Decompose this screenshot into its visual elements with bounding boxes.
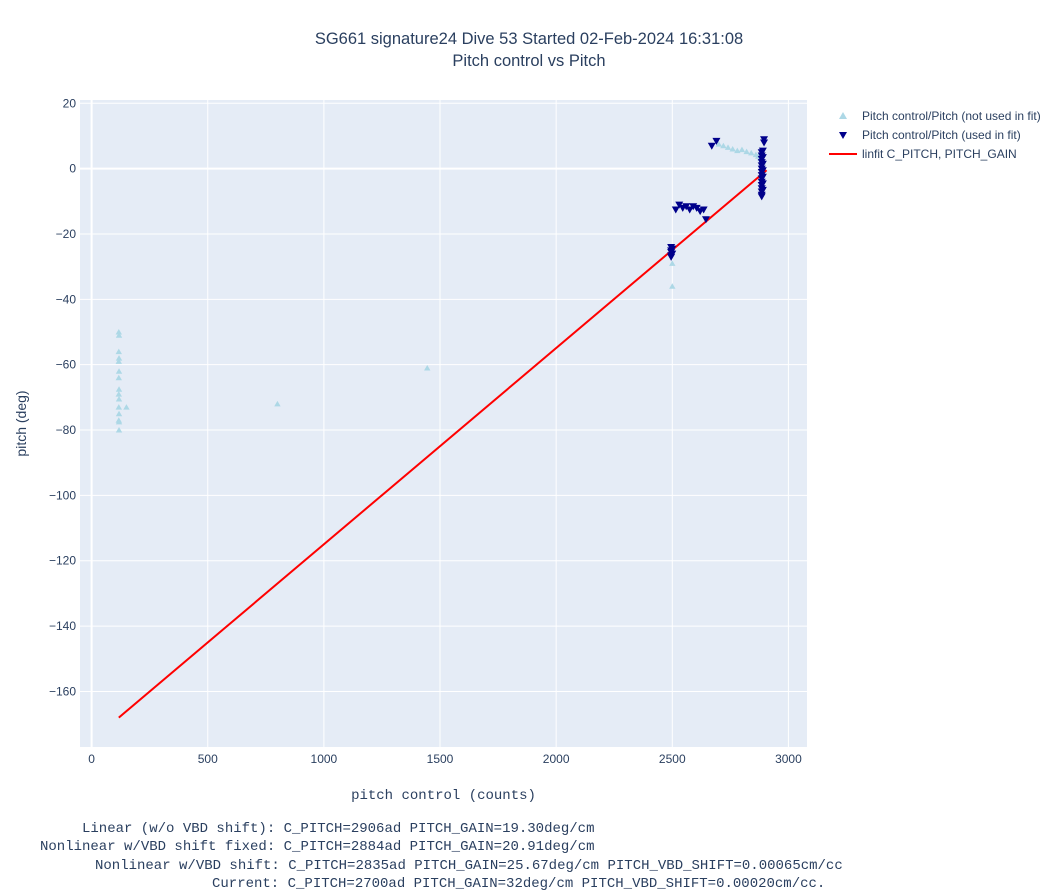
triangle-down-icon: [826, 128, 860, 142]
chart-title-line-1: SG661 signature24 Dive 53 Started 02-Feb…: [314, 30, 744, 48]
linfit-line: [118, 169, 768, 719]
x-tick-label: 1500: [427, 752, 454, 766]
data-point-not-used: [743, 148, 750, 155]
data-point-not-used: [115, 410, 123, 417]
data-point-used: [760, 139, 769, 147]
x-tick-label: 500: [198, 752, 218, 766]
data-point-not-used: [115, 358, 122, 364]
fit-summary-line-1: Linear (w/o VBD shift): C_PITCH=2906ad P…: [82, 821, 595, 837]
data-point-not-used: [115, 329, 122, 335]
data-point-used: [707, 142, 716, 150]
data-point-not-used: [748, 149, 755, 156]
data-point-used: [758, 180, 767, 188]
data-point-not-used: [274, 400, 281, 407]
data-point-not-used: [115, 404, 122, 410]
fit-summary-line-3: Nonlinear w/VBD shift: C_PITCH=2835ad PI…: [95, 857, 843, 874]
fit-summary-line-2: Nonlinear w/VBD shift fixed: C_PITCH=288…: [40, 839, 595, 856]
data-point-used: [758, 186, 767, 194]
data-point-not-used: [115, 395, 123, 402]
x-tick-label: 2000: [543, 752, 570, 766]
y-tick-label: −140: [49, 619, 76, 633]
y-tick-label: −100: [49, 488, 76, 502]
x-tick-label: 3000: [775, 752, 802, 766]
data-point-not-used: [669, 260, 676, 266]
data-point-used: [668, 245, 677, 253]
legend-item-used[interactable]: Pitch control/Pitch (used in fit): [826, 125, 1041, 144]
data-point-not-used: [424, 364, 431, 371]
data-point-not-used: [738, 146, 746, 153]
chart-title: SG661 signature24 Dive 53 Started 02-Feb…: [0, 28, 1058, 72]
legend-label-not-used: Pitch control/Pitch (not used in fit): [862, 108, 1041, 123]
y-tick-label: 0: [69, 162, 76, 176]
legend-item-linfit[interactable]: linfit C_PITCH, PITCH_GAIN: [826, 144, 1041, 163]
x-tick-label: 1000: [311, 752, 338, 766]
chart-title-line-2: Pitch control vs Pitch: [452, 52, 606, 70]
data-point-not-used: [724, 144, 732, 150]
plot-background: [80, 100, 807, 747]
data-point-used: [757, 193, 766, 201]
data-point-used: [712, 137, 721, 145]
data-point-not-used: [115, 386, 123, 392]
data-point-used: [668, 250, 677, 258]
data-point-not-used: [115, 427, 123, 433]
y-tick-label: −60: [56, 358, 77, 372]
data-point-not-used: [115, 391, 122, 397]
x-axis-title: pitch control (counts): [351, 788, 536, 804]
legend-label-used: Pitch control/Pitch (used in fit): [862, 127, 1021, 142]
y-tick-label: 20: [63, 96, 77, 110]
data-point-not-used: [669, 283, 676, 289]
data-point-not-used: [115, 374, 122, 381]
legend[interactable]: Pitch control/Pitch (not used in fit) Pi…: [826, 106, 1041, 163]
data-point-not-used: [115, 418, 123, 425]
data-point-not-used: [729, 146, 736, 152]
x-tick-label: 2500: [659, 752, 686, 766]
data-point-not-used: [115, 332, 123, 338]
data-point-used: [758, 147, 767, 155]
data-point-not-used: [715, 141, 722, 147]
y-tick-label: −80: [56, 423, 77, 437]
legend-item-not-used[interactable]: Pitch control/Pitch (not used in fit): [826, 106, 1041, 125]
data-point-not-used: [734, 147, 741, 154]
fit-summary: Linear (w/o VBD shift): C_PITCH=2906ad P…: [0, 821, 1058, 894]
y-tick-label: −40: [56, 292, 77, 306]
y-tick-label: −20: [56, 227, 77, 241]
triangle-up-icon: [826, 109, 860, 123]
data-point-used: [671, 206, 680, 214]
x-tick-label: 0: [88, 752, 95, 766]
data-point-not-used: [720, 142, 727, 149]
data-point-used: [685, 206, 694, 214]
data-point-not-used: [123, 404, 130, 410]
data-point-not-used: [115, 348, 122, 355]
data-point-used: [758, 173, 767, 181]
y-axis-title: pitch (deg): [13, 390, 29, 456]
data-point-not-used: [115, 355, 123, 361]
data-point-used: [758, 154, 767, 162]
legend-label-linfit: linfit C_PITCH, PITCH_GAIN: [862, 146, 1017, 161]
data-point-not-used: [115, 368, 123, 374]
data-point-used: [699, 206, 708, 214]
y-tick-label: −160: [49, 684, 76, 698]
fit-summary-line-4: Current: C_PITCH=2700ad PITCH_GAIN=32deg…: [212, 875, 826, 892]
line-icon: [826, 147, 860, 161]
data-point-used: [701, 216, 710, 224]
y-tick-label: −120: [49, 554, 76, 568]
data-point-used: [758, 167, 767, 175]
data-point-used: [758, 160, 767, 168]
